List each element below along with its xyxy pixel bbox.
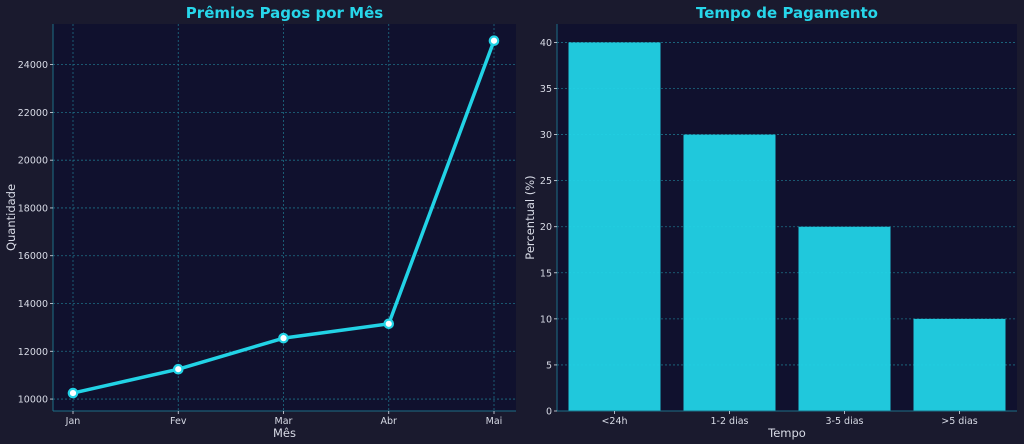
line-chart-y-tick-label: 18000 [18,203,48,214]
line-chart-x-tick-label: Fev [170,416,187,427]
line-chart-y-tick-label: 10000 [18,395,48,406]
bar-chart-x-tick-label: <24h [601,416,627,427]
line-chart-x-tick-label: Jan [65,416,81,427]
line-chart-y-tick-label: 14000 [18,299,48,310]
line-chart-gridlines [53,24,516,411]
bar-chart-x-tick-label: 3-5 dias [826,416,864,427]
bar-chart-bar [683,134,776,412]
line-chart-y-tick-label: 24000 [18,60,48,71]
line-chart-x-tick-label: Mar [275,416,293,427]
bar-chart-y-axis-label: Percentual (%) [523,175,537,259]
bar-chart-y-ticks: 0 5 10 15 20 25 30 35 40 [540,38,557,418]
line-chart-y-axis-label: Quantidade [4,184,18,251]
line-chart-x-tick-label: Abr [381,416,398,427]
line-chart-axes [52,24,516,412]
bar-chart-y-tick-label: 20 [540,222,552,233]
line-chart-data-point [172,363,184,375]
line-chart-data-point [488,35,500,47]
bar-chart-y-tick-label: 15 [540,268,552,279]
bar-chart-title: Tempo de Pagamento [696,4,878,22]
line-chart-x-ticks: Jan Fev Mar Abr Mai [65,411,503,427]
line-chart-data-point [67,387,79,399]
bar-chart-y-tick-label: 10 [540,314,552,325]
line-chart-data-point [278,332,289,344]
line-chart-x-axis-label: Mês [273,426,296,440]
bar-chart-x-tick-label: >5 dias [941,416,978,427]
bar-chart-y-tick-label: 30 [540,130,552,141]
bar-chart-y-tick-label: 25 [540,176,552,187]
line-chart-markers [67,35,500,399]
line-chart-plot-area [53,24,516,411]
bar-chart-y-tick-label: 35 [540,84,552,95]
line-chart-y-tick-label: 20000 [18,156,48,167]
bar-chart-x-tick-label: 1-2 dias [711,416,749,427]
bar-chart-bar [913,318,1006,411]
line-chart-y-ticks: 10000 12000 14000 16000 18000 20000 22000 24000 [18,60,53,406]
bar-chart-x-axis-label: Tempo [767,426,806,440]
bar-chart-panel: 0 5 10 15 20 25 30 35 40 <24h 1-2 dias 3-5 dias >5 … [523,4,1017,440]
line-chart-y-tick-label: 12000 [18,347,48,358]
line-chart-panel: 10000 12000 14000 16000 18000 20000 22000 24000… [4,4,516,440]
bar-chart-bars [568,42,1006,412]
bar-chart-bar [798,226,891,411]
line-chart-x-tick-label: Mai [486,416,503,427]
bar-chart-x-ticks: <24h 1-2 dias 3-5 dias >5 dias [601,411,978,427]
bar-chart-y-tick-label: 0 [546,407,552,418]
line-chart-data-point [383,318,395,330]
bar-chart-y-tick-label: 40 [540,38,552,49]
bar-chart-bar [568,42,661,412]
bar-chart-y-tick-label: 5 [546,360,552,371]
line-chart-title: Prêmios Pagos por Mês [186,4,383,22]
line-chart-y-tick-label: 22000 [18,108,48,119]
line-chart-y-tick-label: 16000 [18,251,48,262]
